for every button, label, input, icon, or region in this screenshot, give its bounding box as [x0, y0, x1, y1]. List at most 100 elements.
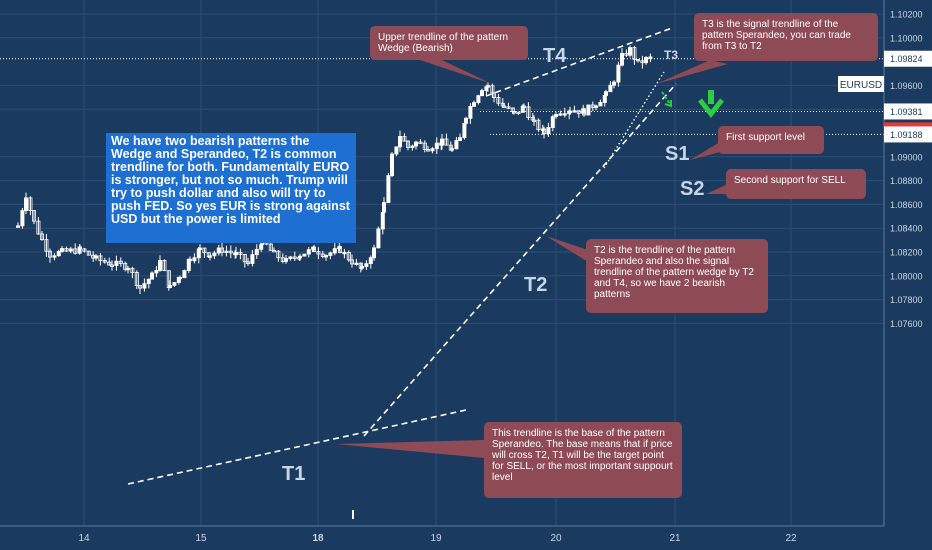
candle: [212, 250, 217, 259]
time-axis[interactable]: 14 15 18 19 20 21 22: [78, 533, 797, 544]
candle: [233, 246, 238, 258]
trendline-t3: [603, 71, 665, 169]
candle: [94, 253, 99, 261]
symbol-label: EURUSD: [840, 80, 882, 91]
y-tick-label: 1.08000: [890, 271, 923, 281]
candle: [468, 103, 473, 124]
candle: [68, 246, 73, 254]
candle: [146, 278, 151, 289]
candle: [242, 253, 247, 268]
candle: [56, 249, 61, 257]
candle: [476, 94, 481, 105]
candle: [52, 253, 57, 261]
candle: [48, 248, 53, 263]
y-tick-label: 1.08600: [890, 200, 923, 210]
candle: [381, 197, 386, 216]
candle: [126, 265, 131, 274]
candle: [157, 255, 162, 272]
candle: [546, 122, 551, 138]
candle: [413, 140, 418, 150]
price-axis[interactable]: 1.102001.100001.096001.094001.090001.088…: [884, 10, 932, 329]
y-tick-label: 1.07800: [890, 295, 923, 305]
t3-callout: T3 is the signal trendline of the patter…: [694, 13, 878, 61]
candle: [346, 250, 351, 262]
candle: [389, 151, 394, 178]
candle: [479, 88, 484, 97]
candle: [28, 196, 33, 216]
candle: [402, 133, 407, 142]
candle: [219, 242, 224, 257]
candle: [250, 249, 255, 267]
candle: [522, 103, 527, 111]
trendlines: [127, 27, 677, 485]
candle: [107, 257, 112, 266]
candle: [558, 110, 563, 116]
candle: [376, 226, 381, 249]
y-tick-label: 1.08200: [890, 248, 923, 258]
candle: [616, 61, 621, 87]
analysis-note: We have two bearish patterns the Wedge a…: [106, 133, 356, 243]
candle: [586, 104, 591, 116]
x-tick-label: 19: [430, 533, 442, 544]
candle: [268, 242, 273, 251]
price-label-box: [884, 103, 932, 120]
price-axis-background: [884, 0, 932, 526]
candle: [422, 140, 427, 153]
candle: [311, 244, 316, 252]
candle: [224, 245, 229, 257]
candle: [501, 103, 506, 109]
candle: [386, 172, 391, 204]
price-label-box: [884, 126, 932, 143]
candle: [78, 244, 83, 254]
candle: [73, 243, 78, 255]
x-tick-label: 14: [78, 533, 90, 544]
x-tick-label: 22: [785, 533, 797, 544]
s2-callout: Second support for SELL: [726, 169, 866, 199]
trendline-label-t3: T3: [664, 48, 678, 62]
y-tick-label: 1.08800: [890, 176, 923, 186]
candle: [598, 99, 603, 107]
candle: [425, 145, 430, 152]
candle: [444, 133, 449, 146]
x-tick-label: 20: [550, 533, 562, 544]
candle: [114, 255, 119, 271]
support-label-s2: S2: [680, 178, 704, 200]
candle: [644, 56, 649, 65]
candle: [371, 244, 376, 261]
s1-callout: First support level: [718, 126, 824, 154]
candle: [36, 217, 41, 235]
t1-note-pointer: [336, 440, 484, 458]
candle: [292, 251, 297, 262]
small-arrow-icon: [661, 91, 672, 108]
y-tick-label: 1.09000: [890, 152, 923, 162]
symbol-tag: EURUSD: [838, 76, 884, 92]
candle: [110, 260, 115, 271]
candle: [418, 139, 423, 144]
y-tick-label: 1.10000: [890, 33, 923, 43]
y-tick-label: 1.08400: [890, 224, 923, 234]
candle: [359, 262, 364, 271]
candle: [430, 146, 435, 154]
t1-callout: This trendline is the base of the patter…: [484, 422, 682, 498]
wedge-note-pointer: [420, 60, 492, 84]
candle: [288, 255, 293, 261]
candle: [306, 246, 311, 258]
candle: [177, 275, 182, 283]
t2-note-pointer: [546, 236, 588, 262]
candle: [102, 257, 107, 264]
candle: [118, 257, 123, 267]
candle: [620, 48, 625, 67]
trendline-label-t2: T2: [524, 274, 547, 296]
candle: [516, 111, 521, 116]
candle: [434, 137, 439, 154]
candle: [612, 80, 617, 89]
candle: [123, 261, 128, 272]
candle: [172, 282, 177, 288]
candle: [594, 104, 599, 111]
s2-note-pointer: [706, 184, 728, 194]
y-tick-label: 1.10200: [890, 10, 923, 20]
candle: [491, 91, 496, 103]
candle: [207, 255, 212, 261]
